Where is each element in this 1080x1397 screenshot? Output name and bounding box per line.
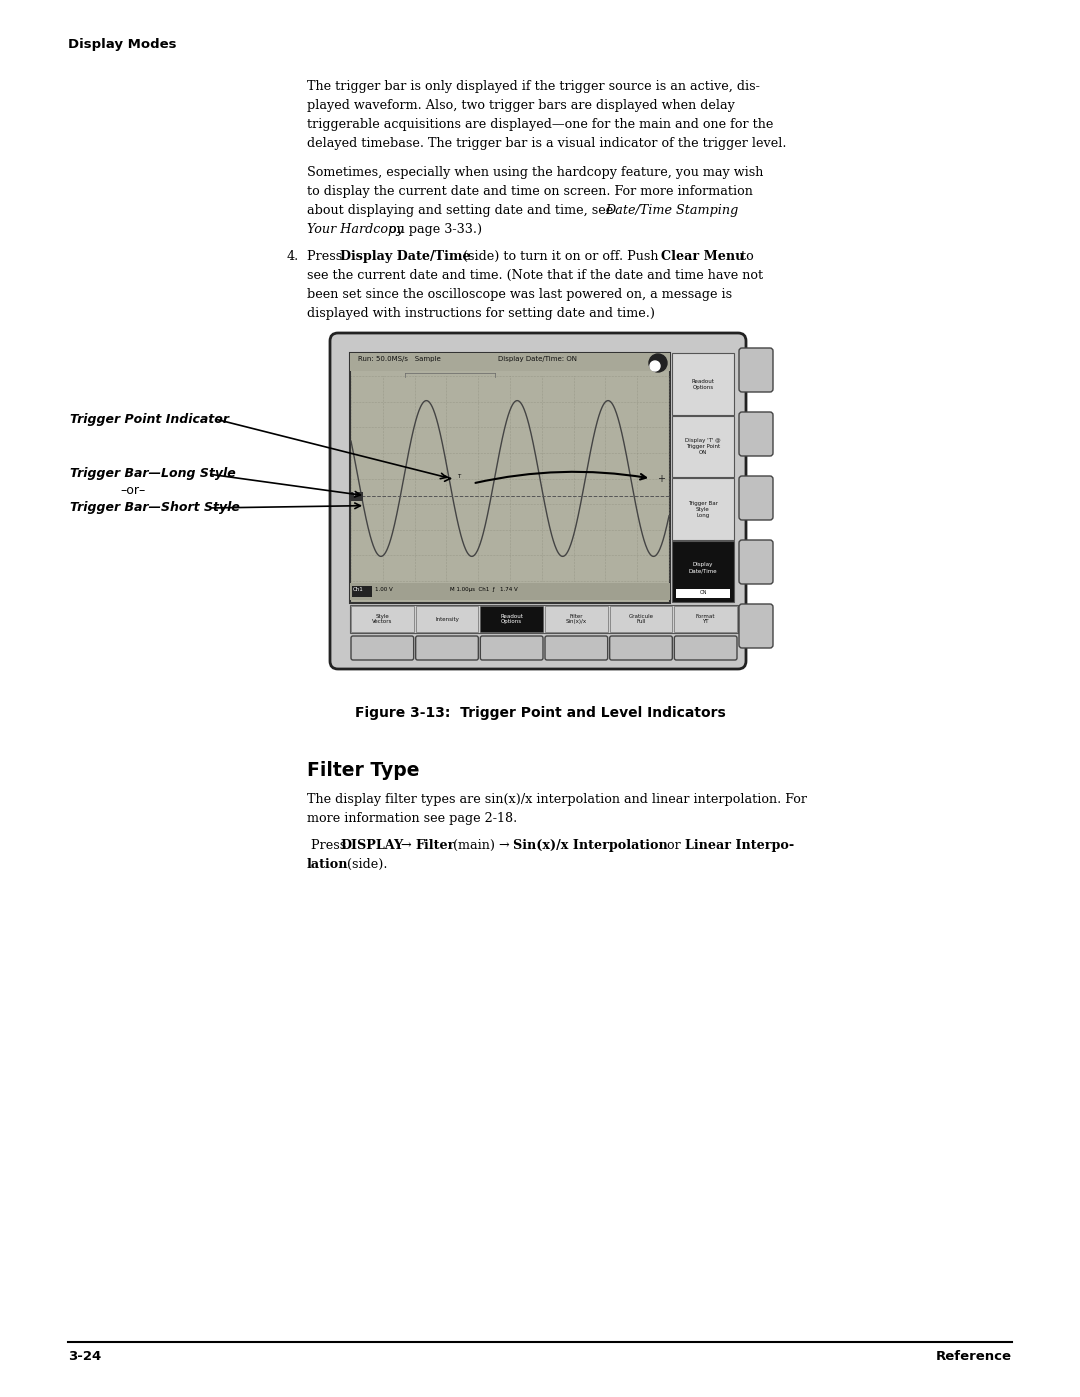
Bar: [672, 353, 734, 415]
Text: Run: 50.0MS/s   Sample: Run: 50.0MS/s Sample: [357, 356, 441, 362]
FancyBboxPatch shape: [610, 636, 673, 659]
FancyBboxPatch shape: [416, 636, 478, 659]
FancyBboxPatch shape: [739, 541, 773, 584]
FancyBboxPatch shape: [545, 636, 608, 659]
FancyBboxPatch shape: [739, 604, 773, 648]
Text: 3-24: 3-24: [68, 1350, 102, 1363]
Text: (side).: (side).: [343, 858, 388, 870]
Text: T: T: [457, 474, 460, 479]
Text: Readout
Options: Readout Options: [500, 613, 523, 624]
Text: –or–: –or–: [120, 485, 145, 497]
Bar: [350, 583, 670, 599]
Text: Style
Vectors: Style Vectors: [373, 613, 392, 624]
Text: Ch1: Ch1: [353, 587, 364, 592]
Text: Linear Interpo-: Linear Interpo-: [685, 840, 794, 852]
Text: The display filter types are sin(x)/x interpolation and linear interpolation. Fo: The display filter types are sin(x)/x in…: [307, 793, 807, 806]
Text: to: to: [737, 250, 754, 263]
Text: +: +: [657, 474, 665, 483]
FancyBboxPatch shape: [739, 412, 773, 455]
Text: Display Date/Time: ON: Display Date/Time: ON: [498, 356, 577, 362]
Text: T: T: [352, 492, 355, 497]
Bar: [481, 606, 543, 631]
Bar: [672, 478, 734, 539]
FancyBboxPatch shape: [330, 332, 746, 669]
Bar: [676, 590, 730, 598]
Text: about displaying and setting date and time, see: about displaying and setting date and ti…: [307, 204, 618, 217]
Text: (main) →: (main) →: [449, 840, 514, 852]
Text: Reference: Reference: [936, 1350, 1012, 1363]
Text: The trigger bar is only displayed if the trigger source is an active, dis-: The trigger bar is only displayed if the…: [307, 80, 760, 94]
Bar: [672, 415, 734, 476]
Bar: [350, 353, 670, 604]
Text: Display
Date/Time: Display Date/Time: [689, 563, 717, 573]
Text: see the current date and time. (Note that if the date and time have not: see the current date and time. (Note tha…: [307, 270, 764, 282]
Bar: [351, 606, 414, 631]
Text: M 1.00μs  Ch1  ƒ   1.74 V: M 1.00μs Ch1 ƒ 1.74 V: [450, 587, 517, 592]
Bar: [416, 606, 478, 631]
Text: Display 'T' @
Trigger Point
ON: Display 'T' @ Trigger Point ON: [685, 439, 720, 455]
Text: Trigger Bar
Style
Long: Trigger Bar Style Long: [688, 502, 718, 517]
Text: Clear Menu: Clear Menu: [661, 250, 744, 263]
Text: more information see page 2-18.: more information see page 2-18.: [307, 812, 517, 826]
Bar: [545, 606, 608, 631]
Bar: [350, 353, 670, 372]
Text: 4.: 4.: [287, 250, 299, 263]
Bar: [674, 606, 737, 631]
Text: Intensity: Intensity: [435, 616, 459, 622]
Bar: [610, 606, 673, 631]
FancyBboxPatch shape: [674, 636, 737, 659]
Text: to display the current date and time on screen. For more information: to display the current date and time on …: [307, 184, 753, 198]
Text: been set since the oscilloscope was last powered on, a message is: been set since the oscilloscope was last…: [307, 288, 732, 300]
Bar: [352, 585, 372, 597]
Text: →: →: [397, 840, 416, 852]
Text: displayed with instructions for setting date and time.): displayed with instructions for setting …: [307, 307, 654, 320]
Text: Figure 3-13:  Trigger Point and Level Indicators: Figure 3-13: Trigger Point and Level Ind…: [354, 705, 726, 719]
Text: ON: ON: [699, 591, 706, 595]
Text: 1.00 V: 1.00 V: [375, 587, 393, 592]
Text: played waveform. Also, two trigger bars are displayed when delay: played waveform. Also, two trigger bars …: [307, 99, 734, 112]
Text: Trigger Bar—Short Style: Trigger Bar—Short Style: [70, 502, 240, 514]
Text: Display Date/Time: Display Date/Time: [340, 250, 471, 263]
Text: Readout
Options: Readout Options: [691, 379, 715, 390]
Text: (side) to turn it on or off. Push: (side) to turn it on or off. Push: [459, 250, 662, 263]
Text: Filter: Filter: [415, 840, 455, 852]
Text: Trigger Bar—Long Style: Trigger Bar—Long Style: [70, 468, 235, 481]
Text: Filter Type: Filter Type: [307, 761, 419, 780]
Text: Sometimes, especially when using the hardcopy feature, you may wish: Sometimes, especially when using the har…: [307, 166, 764, 179]
Circle shape: [650, 360, 660, 372]
Text: Format
YT: Format YT: [696, 613, 715, 624]
Text: or: or: [663, 840, 685, 852]
FancyBboxPatch shape: [739, 476, 773, 520]
FancyBboxPatch shape: [739, 348, 773, 393]
Text: triggerable acquisitions are displayed—one for the main and one for the: triggerable acquisitions are displayed—o…: [307, 117, 773, 131]
Bar: [350, 605, 738, 633]
Text: Graticule
Full: Graticule Full: [629, 613, 653, 624]
FancyBboxPatch shape: [481, 636, 543, 659]
Text: DISPLAY: DISPLAY: [340, 840, 403, 852]
Text: Sin(x)/x Interpolation: Sin(x)/x Interpolation: [513, 840, 667, 852]
Text: Date/Time Stamping: Date/Time Stamping: [605, 204, 739, 217]
Text: Display Modes: Display Modes: [68, 38, 176, 52]
Text: Press: Press: [307, 840, 350, 852]
Text: delayed timebase. The trigger bar is a visual indicator of the trigger level.: delayed timebase. The trigger bar is a v…: [307, 137, 786, 149]
Text: lation: lation: [307, 858, 349, 870]
Text: on page 3-33.): on page 3-33.): [384, 224, 482, 236]
FancyBboxPatch shape: [351, 636, 414, 659]
Text: Press: Press: [307, 250, 347, 263]
Bar: [351, 492, 363, 500]
Text: Your Hardcopy: Your Hardcopy: [307, 224, 403, 236]
Text: Filter
Sin(x)/x: Filter Sin(x)/x: [566, 613, 586, 624]
Bar: [672, 541, 734, 602]
Text: Trigger Point Indicator: Trigger Point Indicator: [70, 412, 229, 426]
Circle shape: [649, 353, 667, 372]
